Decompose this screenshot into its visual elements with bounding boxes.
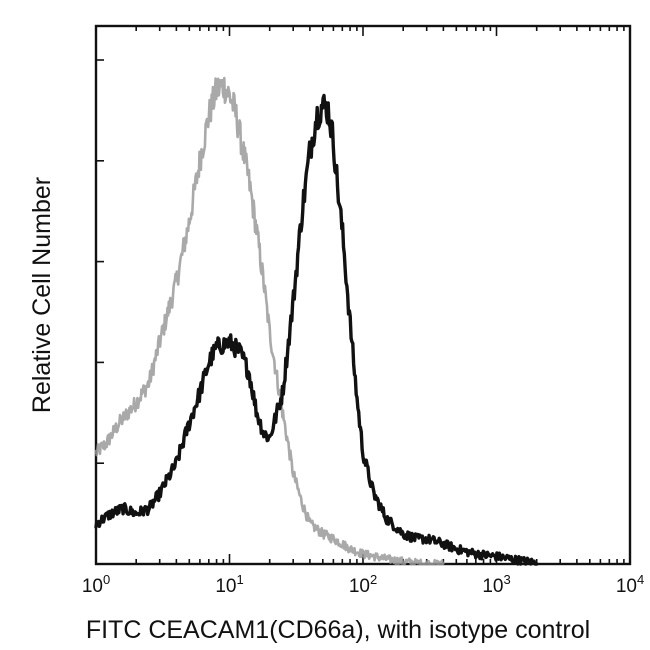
- x-tick-label: 104: [616, 572, 644, 597]
- x-axis-title: FITC CEACAM1(CD66a), with isotype contro…: [86, 616, 590, 644]
- x-tick-label: 101: [215, 572, 243, 597]
- ceacam1-stain-line: [94, 93, 539, 566]
- x-tick-labels: 100 101 102 103 104: [82, 572, 644, 597]
- x-tick-label: 103: [482, 572, 510, 597]
- plot-frame: [94, 24, 632, 566]
- y-axis-ticks: [96, 59, 104, 565]
- y-axis-title: Relative Cell Number: [28, 177, 56, 413]
- isotype-control-line: [94, 76, 445, 566]
- x-tick-label: 100: [82, 572, 110, 597]
- x-tick-label: 102: [349, 572, 377, 597]
- x-axis-ticks: [95, 26, 625, 564]
- histogram-curves: [94, 76, 539, 566]
